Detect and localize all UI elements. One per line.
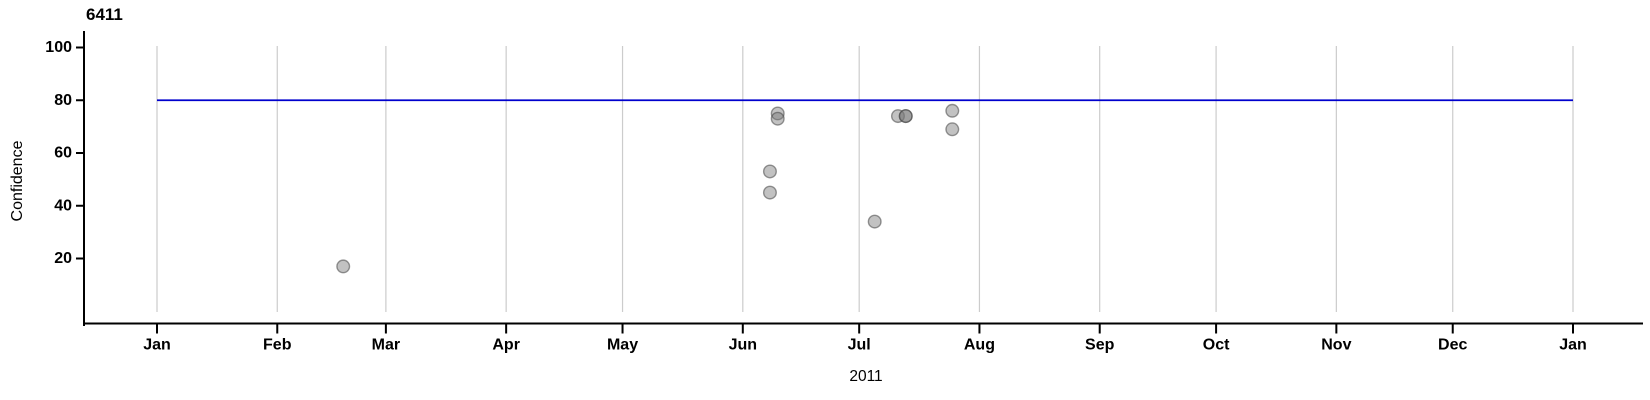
data-point — [898, 109, 913, 124]
x-tick-label: Jan — [143, 337, 171, 354]
x-axis-year-label: 2011 — [849, 368, 883, 385]
data-point — [945, 103, 960, 118]
x-tick-label: Dec — [1438, 337, 1467, 354]
data-point — [762, 164, 777, 179]
x-tick-label: Jul — [848, 337, 871, 354]
x-tick-label: Mar — [372, 337, 400, 354]
x-tick-label: May — [607, 337, 638, 354]
x-tick-label: Oct — [1203, 337, 1230, 354]
x-tick-label: Jun — [729, 337, 757, 354]
data-point — [945, 122, 960, 137]
y-tick-label: 100 — [45, 39, 72, 56]
data-point — [867, 214, 882, 229]
x-tick-label: Apr — [492, 337, 520, 354]
x-tick-label: Sep — [1085, 337, 1115, 354]
y-tick-label: 80 — [54, 92, 72, 109]
x-tick-label: Aug — [964, 337, 995, 354]
data-point — [890, 109, 905, 124]
x-tick-label: Feb — [263, 337, 292, 354]
y-tick-label: 40 — [54, 197, 72, 214]
data-point — [770, 111, 785, 126]
chart-title: 6411 — [86, 5, 123, 24]
data-point — [770, 106, 785, 121]
data-point — [336, 259, 351, 274]
data-point — [762, 185, 777, 200]
y-tick-label: 60 — [54, 145, 72, 162]
x-tick-label: Jan — [1559, 337, 1587, 354]
y-tick-label: 20 — [54, 250, 72, 267]
x-tick-label: Nov — [1321, 337, 1351, 354]
